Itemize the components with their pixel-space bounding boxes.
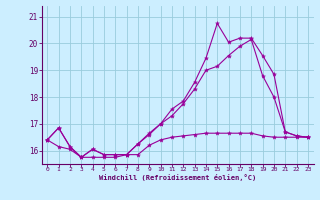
X-axis label: Windchill (Refroidissement éolien,°C): Windchill (Refroidissement éolien,°C) — [99, 174, 256, 181]
